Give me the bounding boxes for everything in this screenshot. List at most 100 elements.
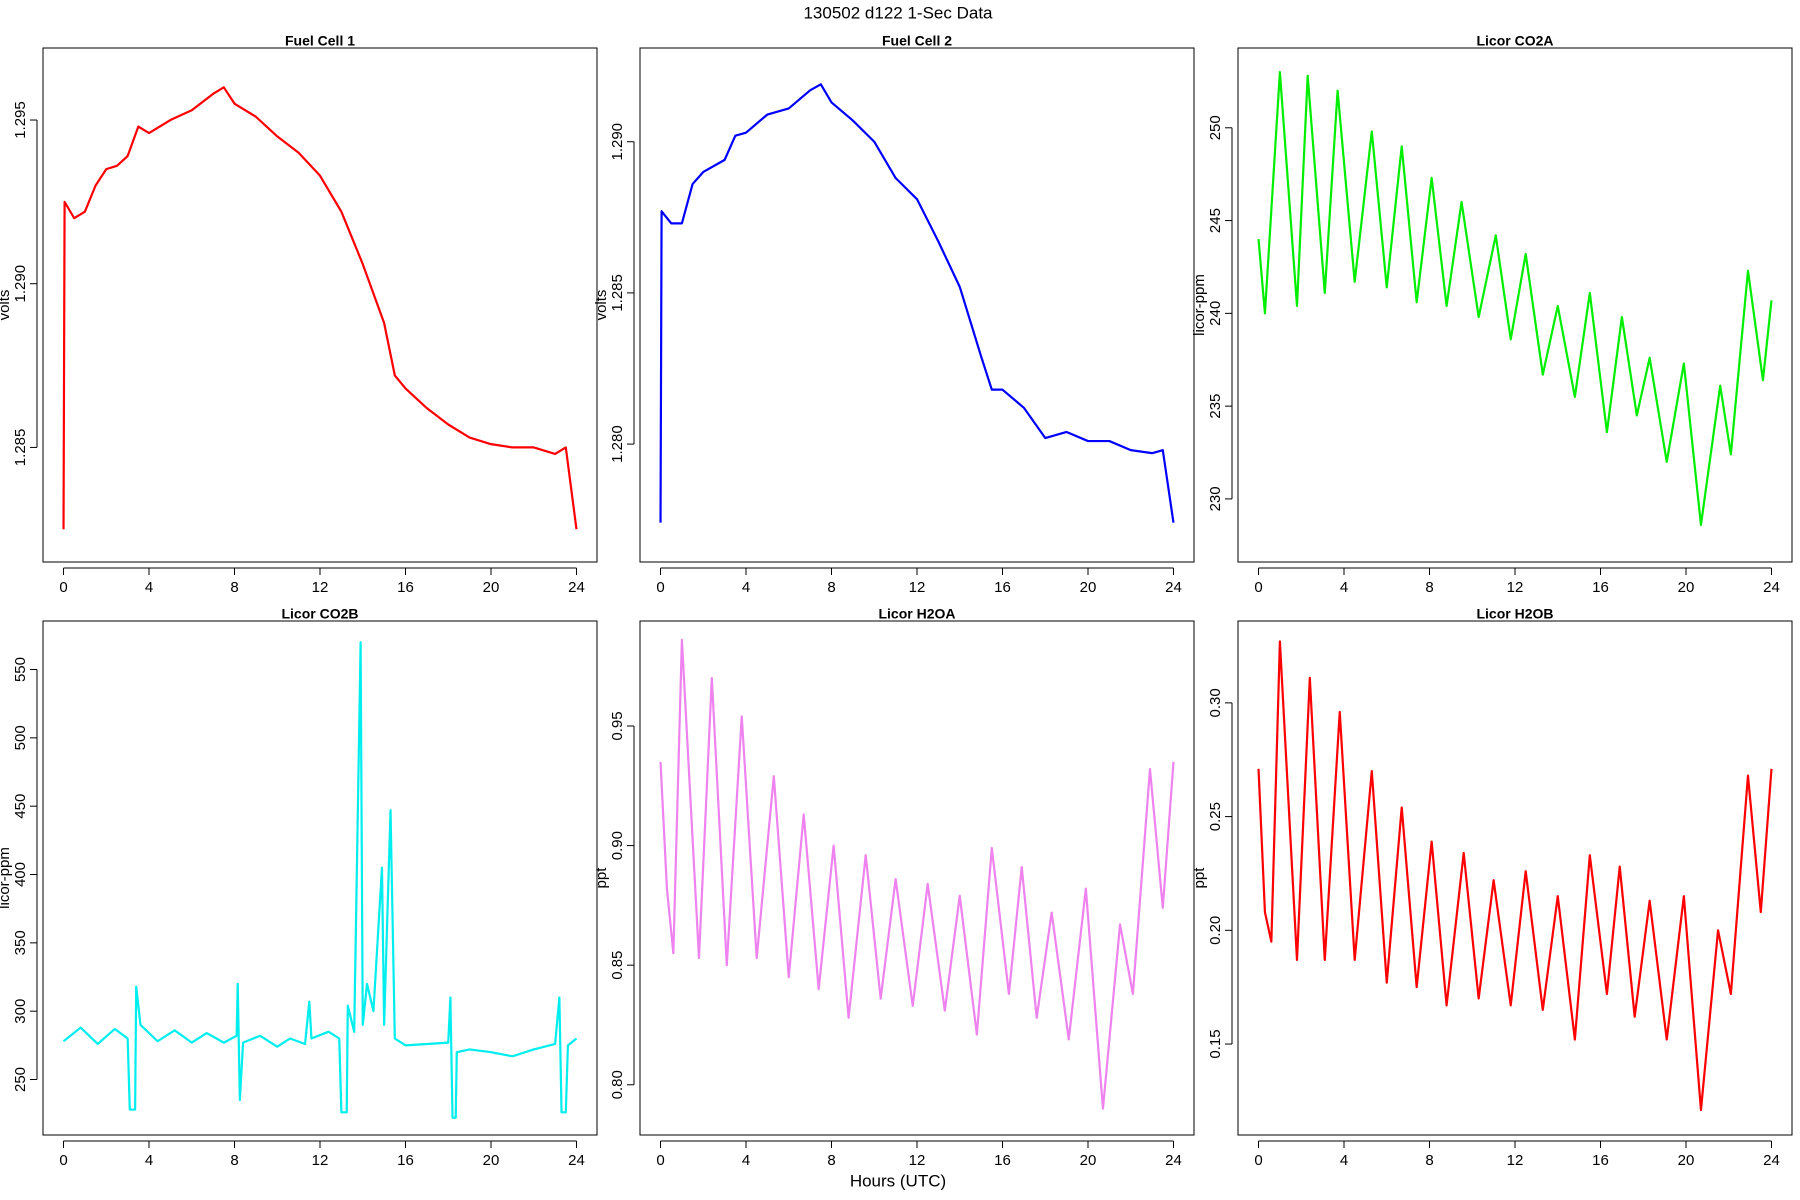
plot-area <box>62 86 578 530</box>
data-line <box>1257 71 1773 526</box>
x-tick-label: 12 <box>1507 579 1524 596</box>
data-line <box>62 86 578 530</box>
x-tick-label: 8 <box>230 1152 238 1169</box>
x-tick-label: 16 <box>1592 1152 1609 1169</box>
x-tick-label: 8 <box>1425 579 1433 596</box>
x-tick-label: 4 <box>1340 579 1348 596</box>
y-tick-label: 400 <box>12 862 29 887</box>
plot-area <box>62 641 578 1119</box>
y-tick-label: 300 <box>12 999 29 1024</box>
panel: Fuel Cell 2 volts 0 4 8 12 16 20 24 1.280 1.285 1.2… <box>593 33 1195 596</box>
x-tick-label: 0 <box>656 1152 664 1169</box>
x-tick-label: 16 <box>397 579 414 596</box>
y-tick-label: 1.285 <box>12 429 29 467</box>
x-tick-label: 12 <box>1507 1152 1524 1169</box>
panel-title: Licor CO2B <box>281 606 358 622</box>
panel: Fuel Cell 1 volts 0 4 8 12 16 20 24 1.285 1.290 1.2… <box>0 33 598 596</box>
plot-area <box>659 83 1175 523</box>
y-tick-label: 550 <box>12 657 29 682</box>
y-tick-label: 450 <box>12 794 29 819</box>
plot-area <box>659 638 1175 1110</box>
plot-frame <box>1237 47 1793 563</box>
y-axis-label: ppt <box>1191 867 1208 889</box>
x-tick-label: 4 <box>145 579 153 596</box>
y-tick-label: 0.95 <box>609 711 626 740</box>
y-tick-label: 350 <box>12 930 29 955</box>
panel: Licor CO2B licor-ppm 0 4 8 12 16 20 24 250 300 350 4… <box>0 606 598 1169</box>
y-tick-label: 0.30 <box>1207 688 1224 717</box>
x-tick-label: 4 <box>145 1152 153 1169</box>
x-tick-label: 24 <box>1165 1152 1182 1169</box>
x-tick-label: 20 <box>483 579 500 596</box>
panel-title: Fuel Cell 1 <box>285 33 355 49</box>
x-tick-label: 12 <box>909 579 926 596</box>
plot-frame <box>639 620 1195 1136</box>
y-tick-label: 235 <box>1207 394 1224 419</box>
y-tick-label: 0.90 <box>609 831 626 860</box>
y-tick-label: 0.15 <box>1207 1029 1224 1058</box>
y-axis-label: ppt <box>593 867 610 889</box>
y-axis-label: licor-ppm <box>1191 274 1208 336</box>
x-tick-label: 24 <box>1763 1152 1780 1169</box>
y-tick-label: 250 <box>1207 115 1224 140</box>
x-tick-label: 24 <box>1763 579 1780 596</box>
panel: Licor CO2A licor-ppm 0 4 8 12 16 20 24 230 235 240 2… <box>1191 33 1793 596</box>
y-tick-label: 0.25 <box>1207 802 1224 831</box>
data-line <box>659 638 1175 1110</box>
data-line <box>659 83 1175 523</box>
y-tick-label: 500 <box>12 725 29 750</box>
x-tick-label: 8 <box>827 579 835 596</box>
x-tick-label: 8 <box>1425 1152 1433 1169</box>
x-tick-label: 12 <box>312 579 329 596</box>
x-tick-label: 0 <box>1254 1152 1262 1169</box>
y-tick-label: 0.80 <box>609 1070 626 1099</box>
x-tick-label: 8 <box>827 1152 835 1169</box>
data-line <box>62 641 578 1119</box>
plot-frame <box>1237 620 1793 1136</box>
y-tick-label: 0.20 <box>1207 916 1224 945</box>
x-tick-label: 4 <box>742 579 750 596</box>
y-tick-label: 1.295 <box>12 101 29 139</box>
panel: Licor H2OB ppt 0 4 8 12 16 20 24 0.15 0.20 0.25 0.30 <box>1191 606 1793 1169</box>
x-tick-label: 16 <box>397 1152 414 1169</box>
y-tick-label: 230 <box>1207 486 1224 511</box>
figure-title: 130502 d122 1-Sec Data <box>803 3 993 22</box>
y-tick-label: 240 <box>1207 301 1224 326</box>
x-tick-label: 0 <box>59 1152 67 1169</box>
x-tick-label: 16 <box>994 1152 1011 1169</box>
x-tick-label: 0 <box>1254 579 1262 596</box>
panel-title: Fuel Cell 2 <box>882 33 952 49</box>
y-axis-label: volts <box>0 290 13 321</box>
panel-title: Licor CO2A <box>1476 33 1553 49</box>
x-tick-label: 24 <box>1165 579 1182 596</box>
y-tick-label: 1.280 <box>609 425 626 463</box>
x-tick-label: 4 <box>742 1152 750 1169</box>
plot-frame <box>639 47 1195 563</box>
y-tick-label: 245 <box>1207 208 1224 233</box>
x-tick-label: 12 <box>312 1152 329 1169</box>
plot-frame <box>42 620 598 1136</box>
panel-title: Licor H2OB <box>1476 606 1553 622</box>
panel: Licor H2OA ppt 0 4 8 12 16 20 24 0.80 0.85 0.90 0.95 <box>593 606 1195 1169</box>
y-tick-label: 1.290 <box>12 265 29 303</box>
x-tick-label: 4 <box>1340 1152 1348 1169</box>
x-axis-label: Hours (UTC) <box>850 1171 946 1190</box>
x-tick-label: 20 <box>1080 579 1097 596</box>
x-tick-label: 20 <box>1080 1152 1097 1169</box>
plot-area <box>1257 640 1773 1112</box>
x-tick-label: 20 <box>1678 579 1695 596</box>
plot-area <box>1257 71 1773 526</box>
y-tick-label: 250 <box>12 1067 29 1092</box>
x-tick-label: 0 <box>59 579 67 596</box>
x-tick-label: 16 <box>1592 579 1609 596</box>
y-axis-label: volts <box>593 290 610 321</box>
y-tick-label: 1.285 <box>609 274 626 312</box>
x-tick-label: 20 <box>483 1152 500 1169</box>
x-tick-label: 24 <box>568 1152 585 1169</box>
x-tick-label: 20 <box>1678 1152 1695 1169</box>
x-tick-label: 0 <box>656 579 664 596</box>
x-tick-label: 24 <box>568 579 585 596</box>
x-tick-label: 8 <box>230 579 238 596</box>
